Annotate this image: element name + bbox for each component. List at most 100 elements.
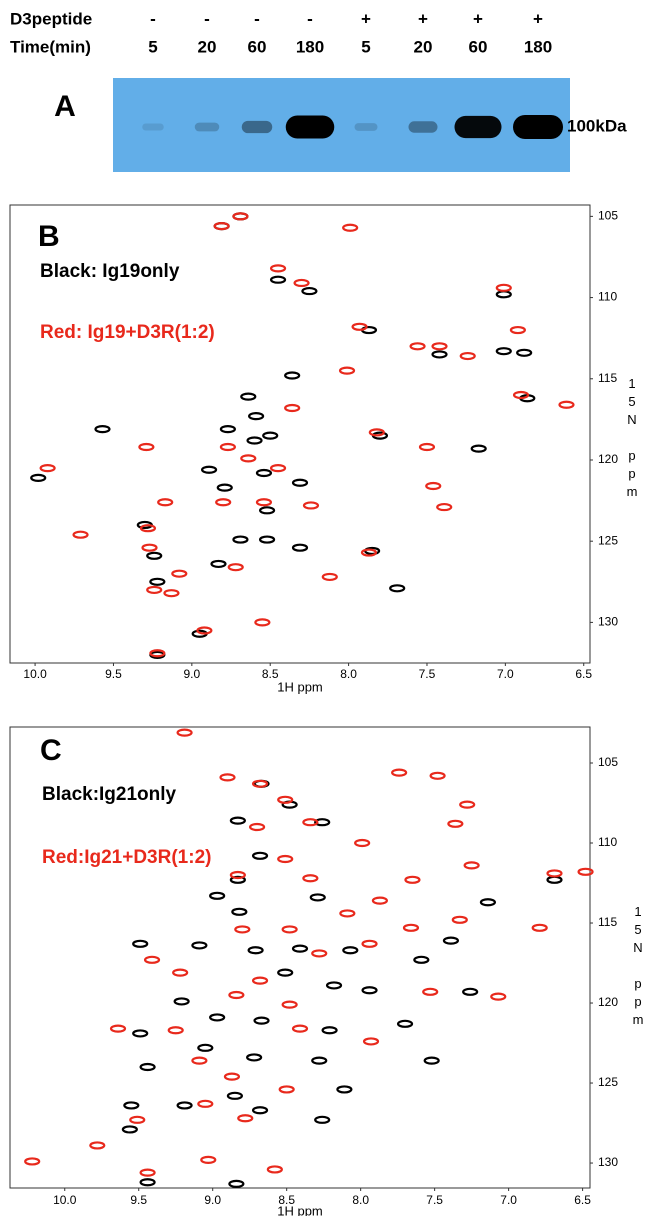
peak [463, 861, 480, 870]
peak [431, 350, 448, 359]
band [408, 121, 438, 133]
peak [149, 577, 166, 586]
x-tick-label: 8.5 [262, 667, 279, 681]
x-tick-label: 10.0 [23, 667, 47, 681]
peak [389, 584, 406, 593]
peak [577, 867, 594, 876]
peak [209, 891, 226, 900]
peptide-label: + [361, 9, 371, 28]
peak [255, 468, 273, 478]
peak [143, 955, 161, 964]
peak [278, 1085, 295, 1094]
peak [215, 498, 232, 507]
peak [109, 1024, 127, 1033]
peak [171, 569, 188, 578]
time-label: 5 [148, 37, 157, 56]
peak [176, 1101, 193, 1110]
panel-label: B [38, 220, 60, 253]
x-tick-label: 8.0 [352, 1193, 369, 1207]
peak [277, 854, 294, 864]
peak [200, 1155, 217, 1164]
peak [191, 941, 208, 950]
x-tick-label: 7.0 [500, 1193, 517, 1207]
peak [123, 1101, 140, 1110]
peak [251, 779, 269, 788]
peak [139, 1168, 156, 1177]
peak [197, 1099, 214, 1108]
time-label: 180 [524, 37, 552, 56]
band [285, 115, 335, 139]
peak [509, 325, 526, 335]
time-label: 20 [198, 37, 217, 56]
peak [173, 997, 190, 1006]
peak [336, 1085, 353, 1094]
band [354, 123, 378, 131]
peak [176, 728, 193, 737]
legend-entry: Black: Ig19only [40, 261, 180, 282]
peak [409, 342, 426, 351]
peak [251, 851, 269, 860]
peak [30, 473, 47, 482]
peptide-label: - [254, 9, 260, 28]
peak [254, 618, 271, 627]
peak [302, 818, 319, 827]
peak [269, 464, 287, 473]
y-tick-label: 110 [598, 290, 617, 304]
plot-frame [9, 204, 591, 664]
peak [94, 425, 111, 434]
peak [284, 371, 301, 380]
peptide-label: + [533, 9, 543, 28]
y-tick-label: 105 [598, 209, 618, 223]
peak [422, 987, 439, 996]
peak [291, 1024, 309, 1033]
peptide-label: - [307, 9, 313, 28]
peak [459, 800, 476, 809]
x-tick-label: 9.5 [105, 667, 122, 681]
peak [342, 223, 359, 232]
peak [139, 1062, 156, 1072]
peak [293, 278, 310, 288]
x-tick-label: 6.5 [575, 667, 592, 681]
peak [149, 649, 166, 658]
marker-label: 100kDa [567, 116, 627, 135]
y-tick-label: 120 [598, 452, 618, 466]
peak [368, 428, 385, 437]
peak [172, 968, 189, 977]
peak [429, 771, 446, 780]
peak [228, 990, 245, 1000]
peak [167, 1026, 184, 1035]
x-tick-label: 7.0 [497, 667, 514, 681]
peak [516, 348, 533, 357]
peak [291, 944, 309, 953]
peak [413, 955, 430, 964]
peak [240, 454, 257, 463]
peak [311, 949, 328, 958]
peak [237, 1114, 254, 1123]
peak [423, 1056, 440, 1065]
peak [226, 1091, 243, 1100]
peak [470, 444, 487, 453]
peak [196, 626, 213, 635]
time-label: 20 [414, 37, 433, 56]
band [194, 122, 220, 132]
legend-entry: Red:Ig21+D3R(1:2) [42, 847, 211, 868]
peak [129, 1115, 146, 1124]
peak [361, 986, 378, 995]
peak [248, 412, 265, 421]
plot-frame [9, 726, 591, 1189]
peak [269, 264, 287, 273]
time-label: 180 [296, 37, 324, 56]
peak [191, 1056, 208, 1065]
y-tick-label: 130 [598, 1155, 618, 1169]
peak [219, 773, 236, 782]
peak [495, 347, 512, 356]
band [454, 115, 502, 139]
y-tick-label: 110 [598, 835, 617, 849]
peak [321, 1026, 338, 1035]
peak [229, 875, 246, 884]
peak [451, 915, 468, 924]
peak [339, 909, 356, 918]
peak [223, 1072, 241, 1081]
